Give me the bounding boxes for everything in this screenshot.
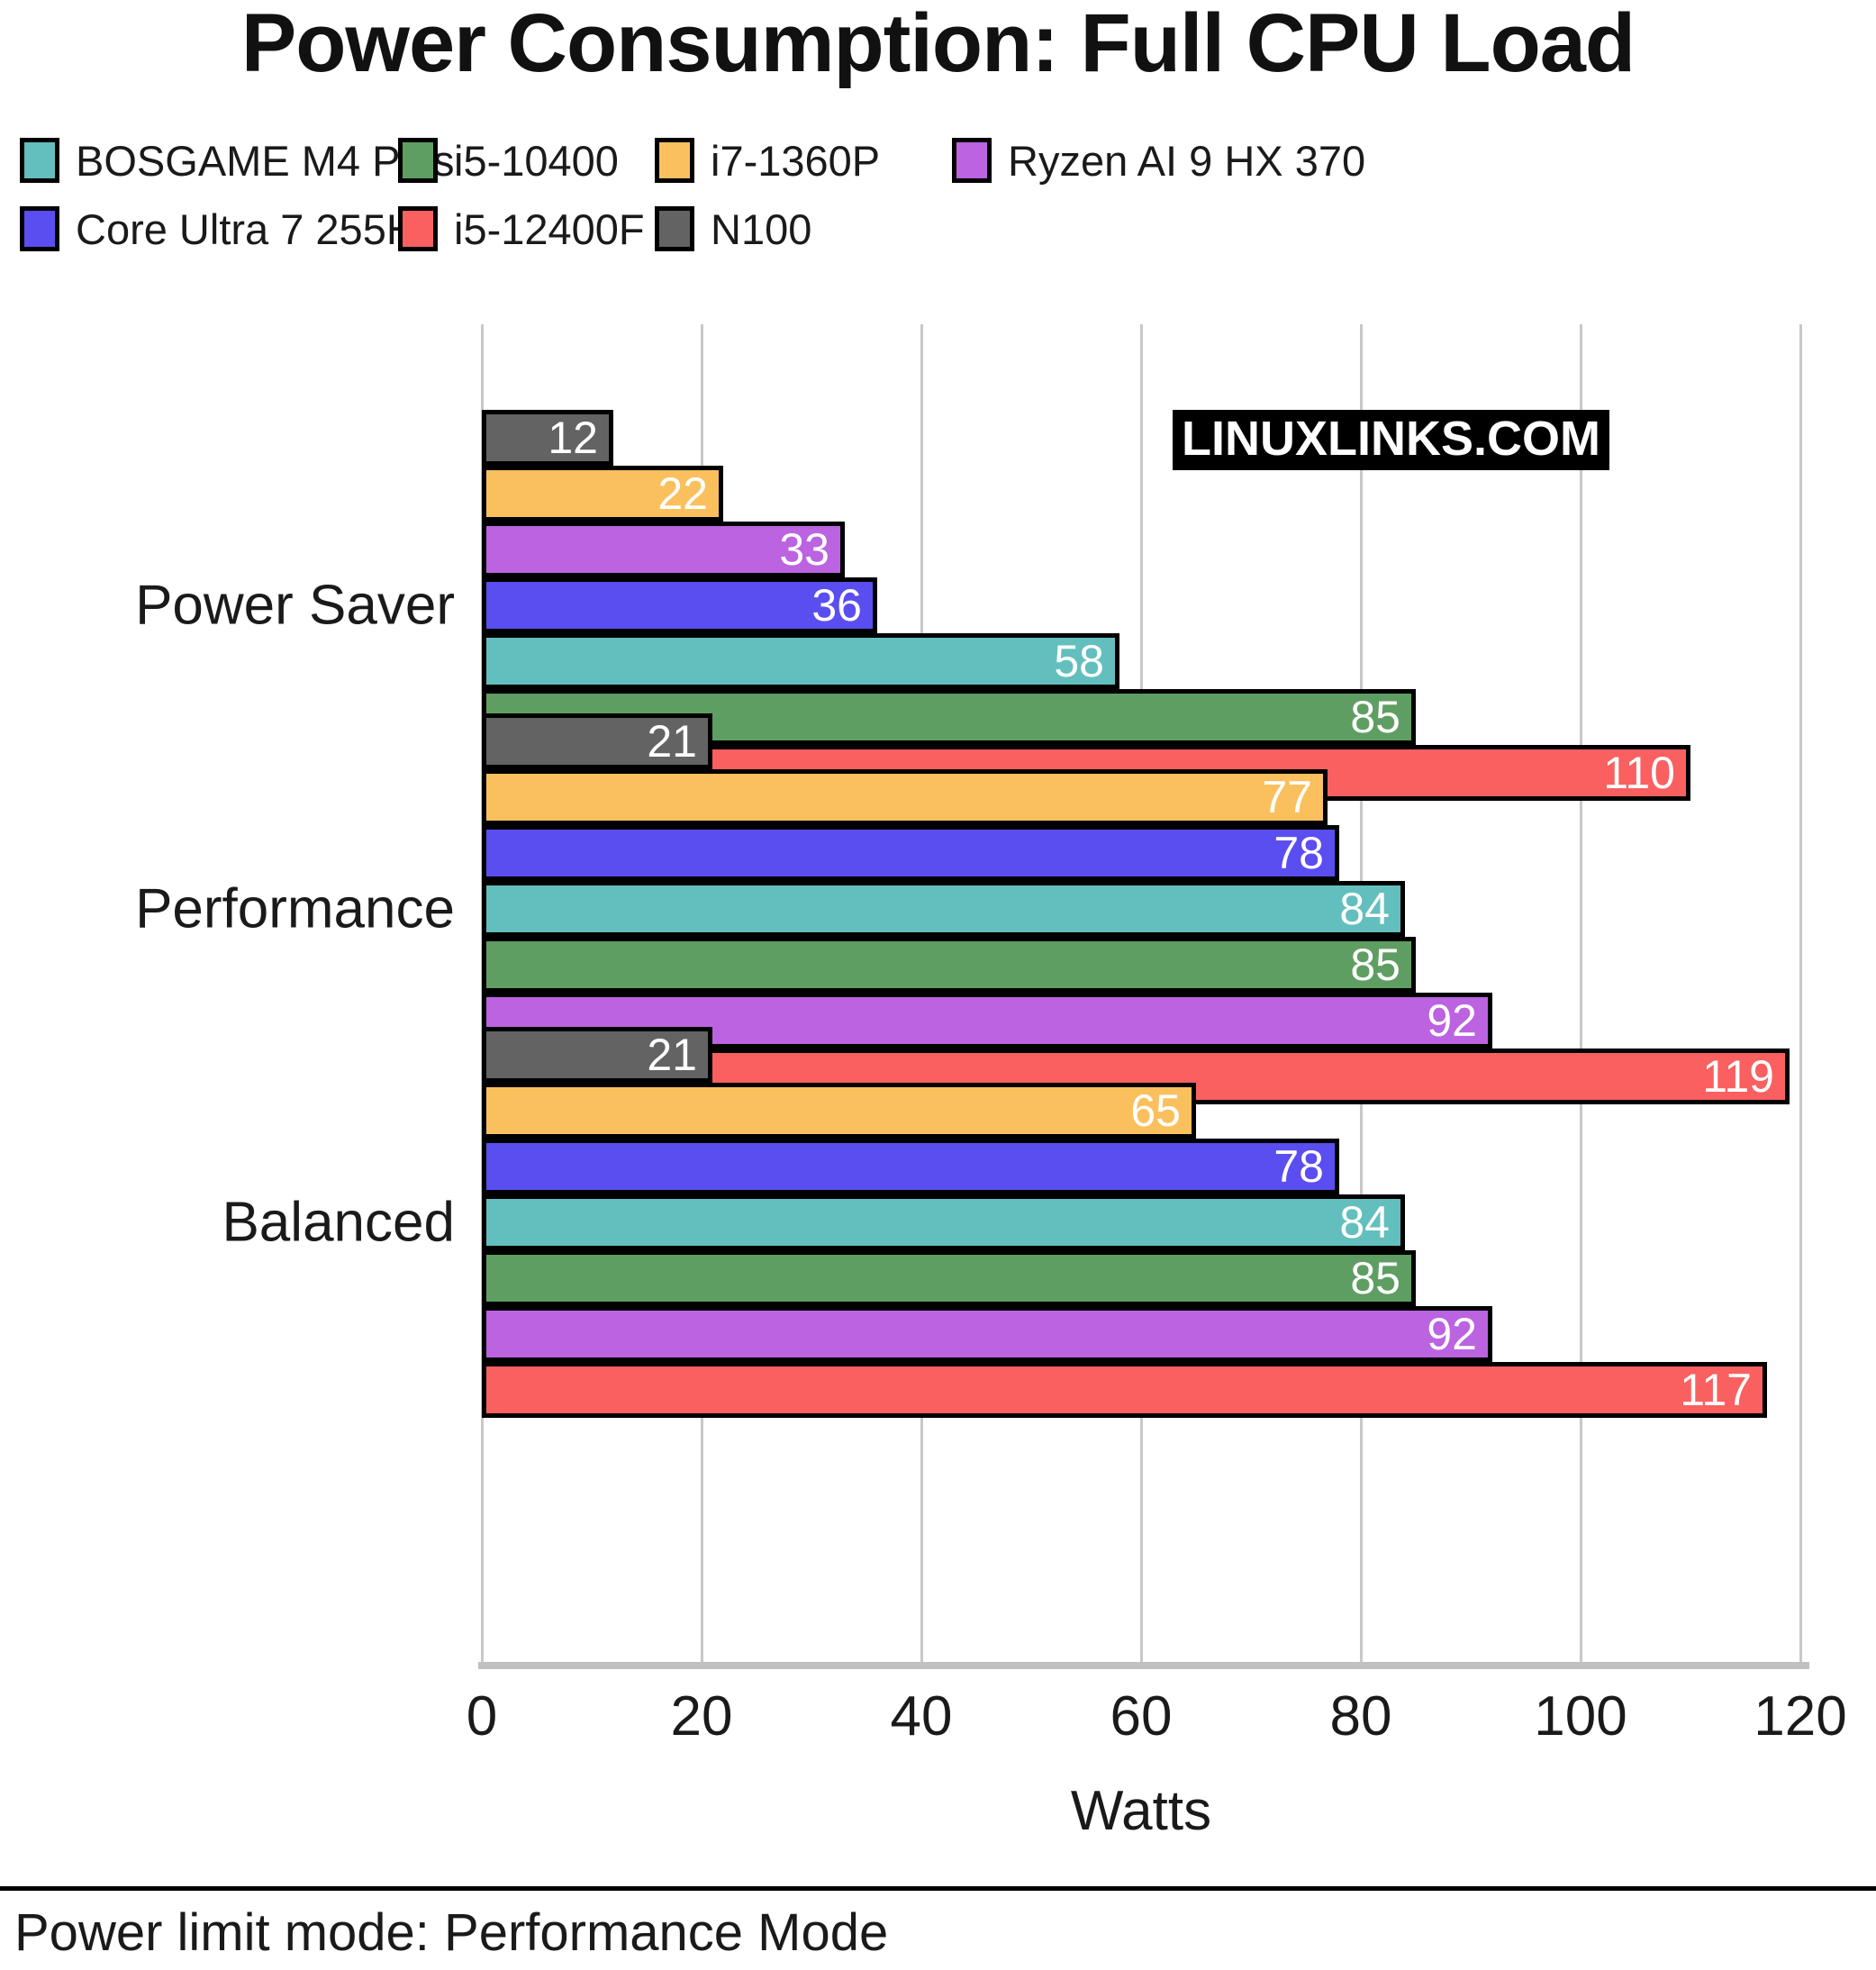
legend-swatch-icon [398, 138, 438, 183]
bar[interactable]: 65 [482, 1083, 1196, 1139]
bar-value-label: 84 [1339, 884, 1390, 934]
bar[interactable]: 85 [482, 1250, 1416, 1306]
bar[interactable]: 33 [482, 522, 845, 577]
y-axis-label-power-saver: Power Saver [135, 574, 455, 637]
bar-value-label: 22 [657, 468, 708, 519]
legend-item-label: i5-10400 [454, 136, 619, 185]
bar-value-label: 85 [1350, 692, 1400, 742]
y-axis-label-balanced: Balanced [222, 1191, 455, 1254]
bar[interactable]: 117 [482, 1362, 1767, 1418]
x-tick-label: 20 [670, 1685, 733, 1748]
x-tick-label: 120 [1754, 1685, 1847, 1748]
legend-swatch-icon [655, 206, 694, 251]
legend-item-i7-1360p[interactable]: i7-1360P [655, 126, 952, 195]
legend-row: Core Ultra 7 255H i5-12400F N100 [20, 195, 1731, 263]
x-tick-label: 100 [1534, 1685, 1627, 1748]
legend-item-label: N100 [711, 204, 812, 253]
bar[interactable]: 21 [482, 713, 712, 769]
bar-value-label: 65 [1130, 1085, 1181, 1136]
bar[interactable]: 58 [482, 633, 1119, 689]
page-title: Power Consumption: Full CPU Load [240, 0, 1636, 89]
bar-value-label: 85 [1350, 940, 1400, 990]
footer-divider [0, 1886, 1876, 1891]
gridline [1799, 324, 1802, 1662]
bar-value-label: 78 [1273, 1141, 1324, 1192]
bar-value-label: 92 [1427, 995, 1477, 1046]
bar-value-label: 110 [1603, 748, 1675, 798]
bar[interactable]: 21 [482, 1027, 712, 1083]
legend-item-n100[interactable]: N100 [655, 195, 952, 263]
bar-value-label: 12 [548, 413, 598, 463]
bar-value-label: 21 [647, 1030, 697, 1080]
x-tick-label: 60 [1110, 1685, 1173, 1748]
watermark: LINUXLINKS.COM [1173, 410, 1609, 470]
bar[interactable]: 22 [482, 466, 723, 522]
legend-item-i5-10400[interactable]: i5-10400 [398, 126, 655, 195]
plot-area: 12 22 33 36 58 85 110 21 77 78 84 85 92 119 21 65 78 84 85… [478, 324, 1809, 1669]
bar-value-label: 21 [647, 716, 697, 767]
x-axis-line [478, 1662, 1809, 1669]
legend-swatch-icon [20, 206, 59, 251]
legend-item-ryzen-ai-9-hx-370[interactable]: Ryzen AI 9 HX 370 [952, 126, 1366, 195]
bar[interactable]: 92 [482, 1306, 1492, 1362]
bar-value-label: 84 [1339, 1197, 1390, 1248]
legend-item-label: Ryzen AI 9 HX 370 [1008, 136, 1366, 185]
legend-item-label: i5-12400F [454, 204, 645, 253]
bar[interactable]: 77 [482, 769, 1328, 825]
y-axis-label-performance: Performance [135, 877, 455, 940]
bar[interactable]: 12 [482, 410, 613, 466]
bar-value-label: 77 [1262, 772, 1312, 822]
footer-note: Power limit mode: Performance Mode [14, 1903, 889, 1962]
legend-item-label: BOSGAME M4 Plus [76, 136, 455, 185]
legend-swatch-icon [398, 206, 438, 251]
bar-value-label: 117 [1680, 1365, 1752, 1415]
bar-value-label: 58 [1054, 636, 1104, 686]
gridline [1580, 324, 1582, 1662]
chart-legend: BOSGAME M4 Plus i5-10400 i7-1360P Ryzen AI … [20, 126, 1731, 263]
legend-item-label: i7-1360P [711, 136, 881, 185]
bar[interactable]: 36 [482, 577, 877, 633]
bar-value-label: 33 [779, 524, 829, 575]
bar[interactable]: 78 [482, 1139, 1339, 1194]
bar-value-label: 36 [811, 580, 862, 631]
legend-swatch-icon [20, 138, 59, 183]
legend-swatch-icon [952, 138, 992, 183]
x-tick-label: 40 [890, 1685, 953, 1748]
legend-item-i5-12400f[interactable]: i5-12400F [398, 195, 655, 263]
legend-row: BOSGAME M4 Plus i5-10400 i7-1360P Ryzen AI … [20, 126, 1731, 195]
bar[interactable]: 78 [482, 825, 1339, 881]
legend-item-core-ultra-7-255h[interactable]: Core Ultra 7 255H [20, 195, 417, 263]
legend-swatch-icon [655, 138, 694, 183]
bar-value-label: 92 [1427, 1309, 1477, 1359]
bar[interactable]: 85 [482, 937, 1416, 993]
bar-value-label: 119 [1702, 1051, 1774, 1102]
bar[interactable]: 84 [482, 1194, 1405, 1250]
x-tick-label: 0 [466, 1685, 498, 1748]
legend-item-label: Core Ultra 7 255H [76, 204, 417, 253]
bar[interactable]: 84 [482, 881, 1405, 937]
bar-value-label: 78 [1273, 828, 1324, 878]
x-tick-label: 80 [1329, 1685, 1392, 1748]
bar-value-label: 85 [1350, 1253, 1400, 1303]
legend-item-bosgame-m4-plus[interactable]: BOSGAME M4 Plus [20, 126, 455, 195]
x-axis-title: Watts [1070, 1780, 1212, 1842]
y-axis-category-labels: Power Saver Performance Balanced [0, 0, 459, 1970]
